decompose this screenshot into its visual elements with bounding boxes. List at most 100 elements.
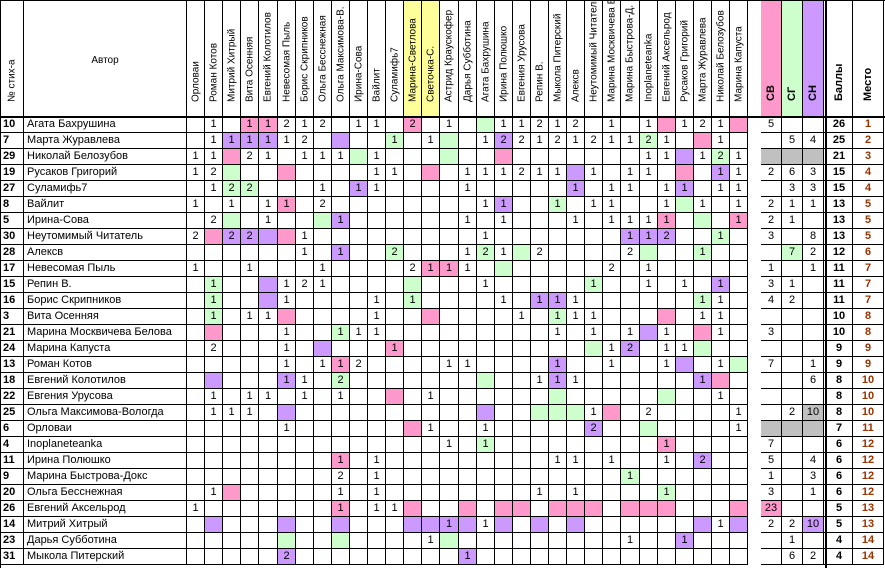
- header-voter-13: Марина-Светлова: [404, 0, 422, 117]
- vote-cell: [278, 309, 296, 325]
- vote-cell: 1: [459, 261, 477, 277]
- vote-cell: [440, 373, 459, 389]
- vote-cell: [513, 261, 531, 277]
- place-cell: 4: [853, 165, 884, 181]
- vote-cell: [567, 197, 585, 213]
- vote-cell: 1: [658, 485, 676, 501]
- sv-cell: 2: [761, 517, 782, 533]
- vote-cell: [730, 453, 748, 469]
- vote-cell: [495, 341, 513, 357]
- vote-cell: [368, 373, 386, 389]
- vote-cell: [495, 517, 513, 533]
- score-cell: 13: [826, 213, 853, 229]
- vote-cell: 1: [730, 213, 748, 229]
- vote-cell: 1: [241, 389, 259, 405]
- vote-cell: 1: [712, 229, 730, 245]
- vote-cell: [350, 229, 368, 245]
- vote-cell: [603, 309, 621, 325]
- vote-cell: [658, 245, 676, 261]
- header-voter-label: Невесомая Пыль: [281, 21, 292, 102]
- vote-cell: 1: [603, 341, 621, 357]
- vote-cell: 1: [603, 197, 621, 213]
- vote-cell: [205, 549, 223, 565]
- vote-cell: [440, 213, 459, 229]
- vote-cell: 2: [694, 453, 712, 469]
- score-cell: 10: [826, 309, 853, 325]
- vote-cell: [459, 517, 477, 533]
- vote-cell: [477, 453, 495, 469]
- vote-cell: [567, 421, 585, 437]
- vote-cell: [459, 485, 477, 501]
- vote-cell: [676, 501, 694, 517]
- sn-cell: 1: [803, 485, 824, 501]
- vote-cell: 1: [567, 213, 585, 229]
- header-voter-label: Светочка-С.: [425, 45, 436, 102]
- sg-cell: 7: [782, 245, 803, 261]
- author-name: Евгений Аксельрод: [24, 501, 187, 517]
- sn-cell: 6: [803, 373, 824, 389]
- vote-cell: [477, 469, 495, 485]
- vote-cell: 1: [603, 117, 621, 133]
- vote-cell: 1: [477, 517, 495, 533]
- vote-cell: [332, 421, 350, 437]
- header-voter-label: Inoplaneteanka: [643, 33, 654, 102]
- vote-cell: [259, 517, 278, 533]
- vote-cell: [585, 229, 603, 245]
- vote-cell: [549, 341, 567, 357]
- vote-cell: [549, 533, 567, 549]
- place-cell: 2: [853, 133, 884, 149]
- sg-cell: 2: [782, 293, 803, 309]
- vote-cell: [549, 181, 567, 197]
- vote-cell: 2: [241, 229, 259, 245]
- vote-cell: [603, 549, 621, 565]
- vote-cell: [259, 437, 278, 453]
- vote-cell: [386, 517, 404, 533]
- vote-cell: [350, 549, 368, 565]
- sv-cell: [761, 245, 782, 261]
- vote-cell: [440, 277, 459, 293]
- vote-cell: 1: [549, 453, 567, 469]
- row-number: 25: [0, 405, 24, 421]
- vote-cell: 1: [278, 341, 296, 357]
- vote-cell: [332, 293, 350, 309]
- vote-cell: [404, 149, 422, 165]
- vote-cell: 1: [712, 357, 730, 373]
- vote-cell: [404, 533, 422, 549]
- vote-cell: [368, 357, 386, 373]
- vote-cell: [603, 501, 621, 517]
- vote-cell: [585, 517, 603, 533]
- vote-cell: [314, 373, 332, 389]
- vote-cell: [694, 229, 712, 245]
- vote-cell: [531, 533, 549, 549]
- sg-cell: 1: [782, 277, 803, 293]
- vote-cell: [495, 149, 513, 165]
- vote-cell: 1: [676, 341, 694, 357]
- header-voter-label: Астрид Краускофер: [443, 9, 455, 102]
- row-number: 24: [0, 341, 24, 357]
- vote-cell: [513, 229, 531, 245]
- author-name: Марина Капуста: [24, 341, 187, 357]
- header-voter-label: Николай Белозубов: [715, 10, 726, 102]
- vote-cell: [513, 149, 531, 165]
- vote-cell: 1: [278, 357, 296, 373]
- vote-cell: [314, 549, 332, 565]
- place-cell: 10: [853, 389, 884, 405]
- vote-cell: [205, 325, 223, 341]
- vote-cell: [368, 133, 386, 149]
- vote-cell: [694, 469, 712, 485]
- vote-cell: [278, 437, 296, 453]
- vote-cell: [513, 501, 531, 517]
- vote-cell: [495, 389, 513, 405]
- vote-cell: [259, 277, 278, 293]
- vote-cell: [259, 453, 278, 469]
- vote-cell: [477, 117, 495, 133]
- vote-cell: [621, 309, 640, 325]
- vote-cell: 1: [459, 213, 477, 229]
- sv-cell: 3: [761, 325, 782, 341]
- vote-cell: [513, 389, 531, 405]
- vote-cell: 2: [332, 373, 350, 389]
- vote-cell: [296, 405, 314, 421]
- sv-cell: 2: [761, 197, 782, 213]
- score-cell: 8: [826, 405, 853, 421]
- header-voter-label: Евгения Урусова: [516, 24, 527, 102]
